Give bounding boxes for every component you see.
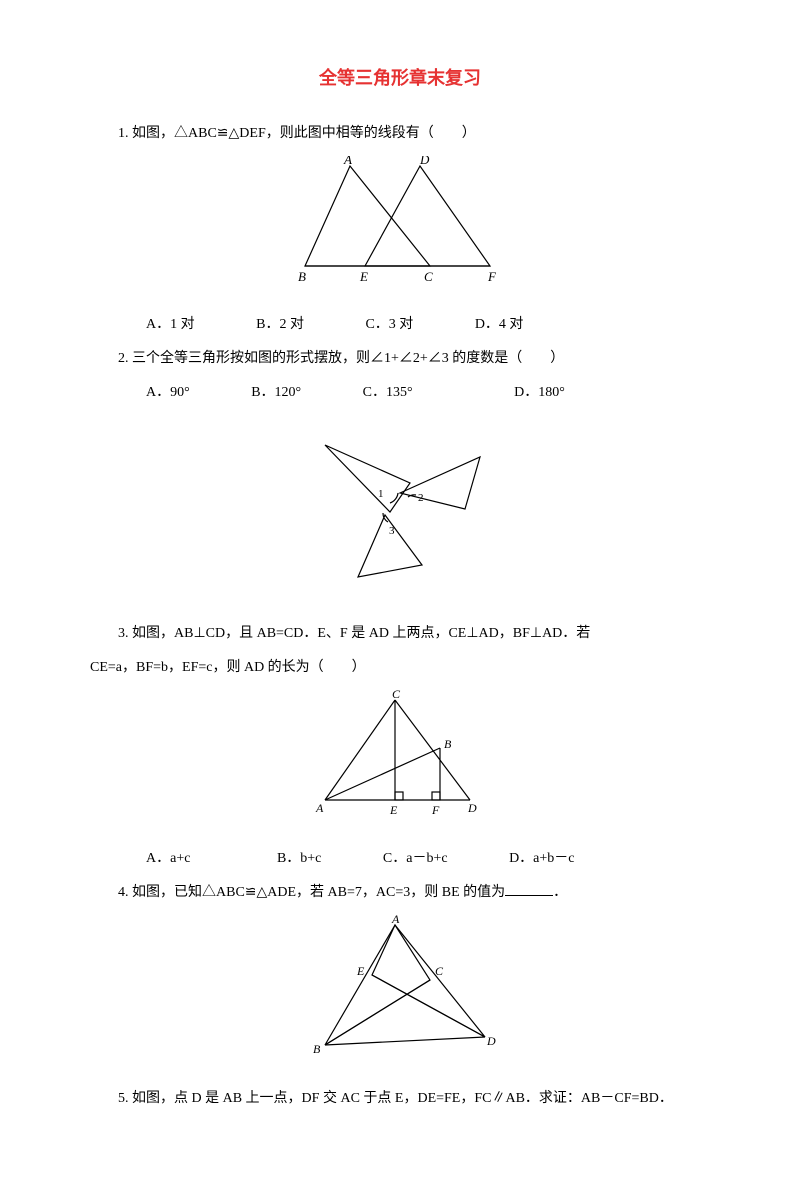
q1-text: 1. 如图，△ABC≌△DEF，则此图中相等的线段有（ ） bbox=[90, 120, 710, 148]
q4-blank bbox=[505, 882, 553, 896]
q3-options: A．a+c B．b+c C．a－b+c D．a+b－c bbox=[90, 845, 710, 873]
q4-label-E: E bbox=[356, 964, 365, 978]
q2-options: A．90° B．120° C．135° D．180° bbox=[90, 379, 710, 407]
q4-label-B: B bbox=[313, 1042, 321, 1056]
label-C: C bbox=[424, 269, 433, 284]
q3-label-D: D bbox=[467, 801, 477, 815]
q2-opt-b: B．120° bbox=[223, 379, 301, 407]
q2-opt-c: C．135° bbox=[335, 379, 413, 407]
label-D: D bbox=[419, 156, 430, 167]
q2-opt-a: A．90° bbox=[118, 379, 190, 407]
q3-opt-a: A．a+c bbox=[118, 845, 190, 873]
q3-opt-b: B．b+c bbox=[249, 845, 321, 873]
q1-opt-d: D．4 对 bbox=[447, 311, 524, 339]
label-A: A bbox=[343, 156, 352, 167]
q2-label-2: 2 bbox=[418, 492, 424, 504]
q1-opt-a: A．1 对 bbox=[118, 311, 195, 339]
q1-figure: A D B E C F bbox=[90, 156, 710, 297]
q2-label-1: 1 bbox=[378, 488, 384, 500]
q1-options: A．1 对 B．2 对 C．3 对 D．4 对 bbox=[90, 311, 710, 339]
q2-figure: 1 2 3 bbox=[90, 415, 710, 606]
q3-label-F: F bbox=[431, 803, 440, 817]
label-E: E bbox=[359, 269, 368, 284]
label-F: F bbox=[487, 269, 497, 284]
q4-label-D: D bbox=[486, 1034, 496, 1048]
label-B: B bbox=[298, 269, 306, 284]
q4-label-C: C bbox=[435, 964, 444, 978]
q2-opt-d: D．180° bbox=[486, 379, 565, 407]
q4-text-a: 4. 如图，已知△ABC≌△ADE，若 AB=7，AC=3，则 BE 的值为 bbox=[118, 885, 505, 900]
q5-text: 5. 如图，点 D 是 AB 上一点，DF 交 AC 于点 E，DE=FE，FC… bbox=[90, 1085, 710, 1113]
page-title: 全等三角形章末复习 bbox=[90, 60, 710, 96]
q3-label-A: A bbox=[315, 801, 324, 815]
q1-opt-b: B．2 对 bbox=[228, 311, 304, 339]
q3-cont: CE=a，BF=b，EF=c，则 AD 的长为（ ） bbox=[90, 654, 710, 682]
q3-figure: C B A E F D bbox=[90, 690, 710, 831]
q3-label-C: C bbox=[392, 690, 401, 701]
q3-text: 3. 如图，AB⊥CD，且 AB=CD．E、F 是 AD 上两点，CE⊥AD，B… bbox=[90, 620, 710, 648]
q4-text-b: ． bbox=[553, 885, 567, 900]
q3-opt-c: C．a－b+c bbox=[355, 845, 448, 873]
q2-label-3: 3 bbox=[389, 525, 395, 537]
q3-opt-d: D．a+b－c bbox=[481, 845, 574, 873]
q3-label-E: E bbox=[389, 803, 398, 817]
q3-label-B: B bbox=[444, 737, 452, 751]
q4-text: 4. 如图，已知△ABC≌△ADE，若 AB=7，AC=3，则 BE 的值为 ． bbox=[90, 879, 710, 907]
q2-text: 2. 三个全等三角形按如图的形式摆放，则∠1+∠2+∠3 的度数是（ ） bbox=[90, 345, 710, 373]
q4-figure: A E C B D bbox=[90, 915, 710, 1071]
q4-label-A: A bbox=[391, 915, 400, 926]
q1-opt-c: C．3 对 bbox=[337, 311, 413, 339]
